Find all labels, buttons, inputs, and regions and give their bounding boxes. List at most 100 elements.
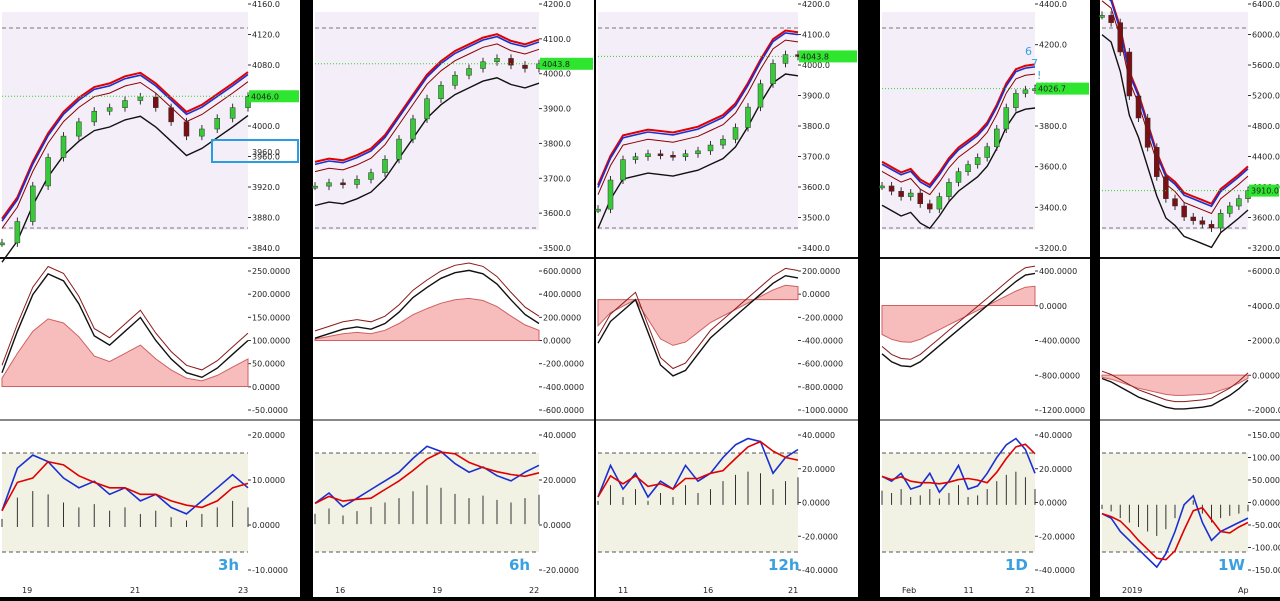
osc1-tick-label: 50.0000: [252, 360, 285, 369]
x-tick-label: 16: [335, 586, 345, 595]
price-tick-label: 3700.0: [802, 153, 830, 162]
price-tick-label: 3800.0: [1039, 122, 1067, 131]
price-candle: [880, 186, 885, 188]
osc1-tick-label: -50.0000: [252, 406, 288, 415]
price-tick-label: 3500.0: [802, 214, 830, 223]
price-candle: [1163, 177, 1168, 199]
chart-panel-6h: 4200.04100.04000.03900.03800.03700.03600…: [313, 0, 595, 597]
osc2-tick-label: -100.0000: [1252, 544, 1280, 553]
osc1-tick-label: 6000.0000: [1252, 267, 1280, 276]
osc1-tick-label: 0.0000: [1252, 371, 1280, 380]
osc2-tick-label: 40.0000: [543, 431, 576, 440]
price-tick-label: 3920.0: [252, 183, 280, 192]
price-candle: [1145, 118, 1150, 147]
price-candle: [1173, 199, 1178, 206]
price-candle: [138, 97, 143, 101]
price-tick-label: 4100.0: [543, 35, 571, 44]
price-candle: [107, 108, 112, 112]
osc2-zone-shade: [2, 453, 248, 552]
osc2-tick-label: 20.0000: [802, 465, 835, 474]
price-candle: [383, 159, 388, 172]
osc1-tick-label: 400.0000: [543, 290, 581, 299]
price-candle: [46, 157, 51, 185]
price-tick-label: 4080.0: [252, 61, 280, 70]
price-tick-label: 3900.0: [802, 92, 830, 101]
price-candle: [1118, 23, 1123, 52]
price-candle: [646, 154, 651, 157]
last-price-label: 4043.8: [542, 60, 570, 69]
osc2-tick-label: 20.0000: [252, 431, 285, 440]
price-candle: [523, 65, 528, 68]
price-candle: [411, 119, 416, 139]
osc1-tick-label: 0.0000: [1039, 302, 1067, 311]
price-tick-label: 4400.0: [1039, 0, 1067, 9]
price-tick-label: 3600.0: [543, 209, 571, 218]
price-envelope-shade: [882, 12, 1035, 230]
price-candle: [696, 151, 701, 154]
price-candle: [1154, 147, 1159, 176]
price-candle: [889, 186, 894, 191]
price-candle: [481, 62, 486, 69]
price-candle: [230, 108, 235, 119]
price-tick-label: 6000.0: [1252, 31, 1280, 40]
osc1-tick-label: 100.0000: [252, 337, 290, 346]
chart-panel-1W: 6400.06000.05600.05200.04800.04400.04000…: [1100, 0, 1280, 597]
price-candle: [169, 108, 174, 122]
price-tick-label: 3800.0: [543, 139, 571, 148]
osc1-tick-label: -1200.0000: [1039, 406, 1085, 415]
osc2-tick-label: -20.0000: [1039, 532, 1075, 541]
price-candle: [721, 139, 726, 145]
price-candle: [30, 186, 35, 222]
price-candle: [1191, 217, 1196, 221]
osc1-tick-label: 0.0000: [802, 290, 830, 299]
price-tick-label: 3800.0: [802, 122, 830, 131]
price-candle: [899, 191, 904, 196]
price-tick-label: 6400.0: [1252, 0, 1280, 9]
price-tick-label: 3880.0: [252, 214, 280, 223]
price-candle: [61, 136, 66, 157]
price-tick-label: 4200.0: [543, 0, 571, 9]
osc2-tick-label: 40.0000: [802, 431, 835, 440]
osc1-tick-label: -600.0000: [802, 360, 843, 369]
price-envelope-shade: [2, 12, 248, 230]
price-tick-label: 3400.0: [1039, 203, 1067, 212]
last-price-label: 4026.7: [1038, 85, 1066, 94]
price-tick-label: 3200.0: [1252, 244, 1280, 253]
osc2-zone-shade: [1102, 453, 1248, 552]
timeframe-label: 12h: [768, 556, 800, 574]
osc2-tick-label: 50.0000: [1252, 476, 1280, 485]
price-candle: [15, 222, 20, 243]
price-candle: [439, 85, 444, 98]
timeframe-label: 1D: [1005, 556, 1028, 574]
osc1-tick-label: 200.0000: [252, 290, 290, 299]
price-candle: [327, 183, 332, 186]
price-tick-label: 3900.0: [543, 105, 571, 114]
price-candle: [76, 122, 81, 136]
x-tick-label: 21: [788, 586, 798, 595]
price-tick-label: 3600.0: [802, 183, 830, 192]
annotation-text: !: [1037, 69, 1041, 82]
osc1-tick-label: -400.0000: [1039, 337, 1080, 346]
price-candle: [341, 183, 346, 185]
osc1-tick-label: 200.0000: [543, 313, 581, 322]
osc2-tick-label: 10.0000: [252, 476, 285, 485]
osc1-tick-label: 0.0000: [252, 383, 280, 392]
chart-panel-12h: 4200.04100.04000.03900.03800.03700.03600…: [596, 0, 859, 597]
price-tick-label: 4200.0: [1039, 41, 1067, 50]
x-tick-label: 19: [432, 586, 442, 595]
osc1-tick-label: 400.0000: [1039, 267, 1077, 276]
price-tick-label: 3600.0: [1039, 163, 1067, 172]
osc1-tick-label: -200.0000: [802, 313, 843, 322]
price-tick-label: 3600.0: [1252, 214, 1280, 223]
osc2-tick-label: -40.0000: [1039, 566, 1075, 575]
price-tick-label: 3700.0: [543, 174, 571, 183]
osc1-tick-label: 200.0000: [802, 267, 840, 276]
price-candle: [658, 154, 663, 156]
price-candle: [0, 243, 5, 245]
price-tick-label: 4000.0: [252, 122, 280, 131]
osc2-tick-label: -20.0000: [543, 566, 579, 575]
x-tick-label: 11: [618, 586, 628, 595]
price-tick-label: 3500.0: [543, 244, 571, 253]
